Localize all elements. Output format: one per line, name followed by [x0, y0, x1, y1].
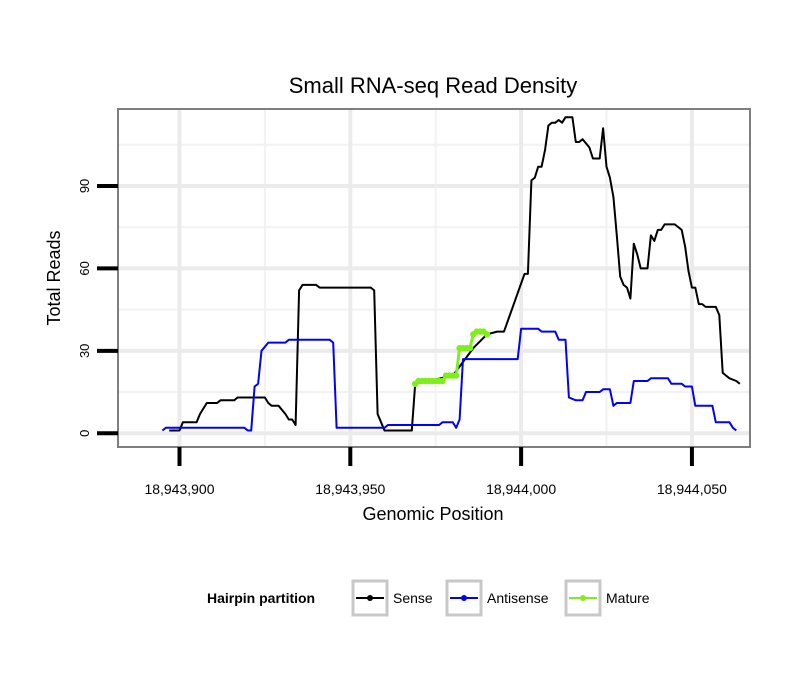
- legend: Hairpin partition Sense Antisense Mature: [207, 579, 650, 617]
- point-mature-21: [483, 331, 491, 338]
- series-layer: [161, 116, 741, 432]
- y-tick-label-2: 60: [77, 261, 92, 275]
- legend-entry-antisense: Antisense: [487, 590, 549, 606]
- legend-dot-mature: [580, 595, 586, 601]
- y-axis-label: Total Reads: [44, 230, 64, 325]
- x-tick-label-0: 18,943,900: [144, 481, 214, 497]
- y-tick-label-3: 90: [77, 179, 92, 193]
- series-mature: [412, 328, 491, 387]
- x-axis-label: Genomic Position: [362, 504, 503, 524]
- legend-entry-sense: Sense: [393, 590, 433, 606]
- chart-title: Small RNA-seq Read Density: [289, 73, 578, 98]
- legend-dot-antisense: [461, 595, 467, 601]
- plot-border: [117, 108, 751, 448]
- x-tick-label-2: 18,944,000: [486, 481, 556, 497]
- point-mature-16: [466, 344, 474, 352]
- plot-background: [118, 109, 750, 447]
- legend-dot-sense: [367, 595, 373, 601]
- series-antisense: [161, 327, 737, 432]
- y-tick-label-0: 0: [77, 430, 92, 437]
- point-mature-8: [439, 377, 446, 385]
- point-mature-12: [453, 372, 460, 379]
- legend-entry-mature: Mature: [606, 590, 650, 606]
- x-tick-label-1: 18,943,950: [315, 481, 385, 497]
- series-line-sense: [169, 116, 741, 432]
- series-sense: [169, 116, 741, 432]
- y-axis: 0 30 60 90: [77, 179, 118, 437]
- x-tick-label-3: 18,944,050: [657, 481, 727, 497]
- y-tick-label-1: 30: [77, 344, 92, 358]
- x-axis: 18,943,900 18,943,950 18,944,000 18,944,050: [144, 447, 727, 497]
- series-line-antisense: [161, 327, 737, 432]
- legend-title: Hairpin partition: [207, 590, 315, 606]
